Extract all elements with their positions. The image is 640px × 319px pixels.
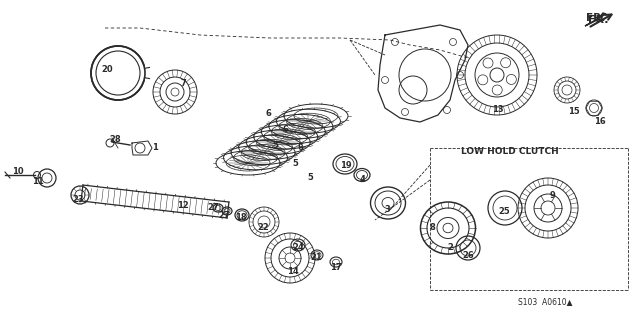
Text: 20: 20 — [101, 65, 113, 75]
Text: S103  A0610▲: S103 A0610▲ — [518, 298, 572, 307]
Text: 11: 11 — [32, 177, 44, 187]
Text: 10: 10 — [12, 167, 24, 176]
Text: 6: 6 — [297, 144, 303, 152]
Text: 2: 2 — [447, 243, 453, 253]
Text: 18: 18 — [235, 213, 247, 222]
Text: 16: 16 — [594, 117, 606, 127]
Text: 21: 21 — [310, 254, 322, 263]
Text: 9: 9 — [550, 191, 556, 201]
Text: 6: 6 — [282, 125, 288, 135]
Text: 1: 1 — [152, 144, 158, 152]
Text: 24: 24 — [292, 243, 304, 253]
Text: 17: 17 — [330, 263, 342, 272]
Text: 19: 19 — [340, 160, 352, 169]
Text: FR.: FR. — [588, 15, 609, 25]
Polygon shape — [585, 13, 606, 26]
Text: 25: 25 — [498, 207, 510, 217]
Text: 28: 28 — [109, 136, 121, 145]
Text: 5: 5 — [272, 140, 278, 150]
Text: 13: 13 — [492, 106, 504, 115]
Text: 15: 15 — [568, 108, 580, 116]
Text: 26: 26 — [462, 251, 474, 261]
Text: 23: 23 — [72, 196, 84, 204]
Text: 5: 5 — [307, 174, 313, 182]
Text: 5: 5 — [292, 159, 298, 167]
Text: LOW HOLD CLUTCH: LOW HOLD CLUTCH — [461, 147, 559, 157]
Text: 4: 4 — [360, 175, 366, 184]
Text: 6: 6 — [265, 108, 271, 117]
Text: 12: 12 — [177, 201, 189, 210]
Text: 8: 8 — [429, 224, 435, 233]
Text: 27: 27 — [207, 204, 219, 212]
Text: 14: 14 — [287, 268, 299, 277]
Text: FR.: FR. — [586, 13, 605, 23]
Text: 7: 7 — [180, 78, 186, 87]
Text: 27: 27 — [218, 211, 230, 219]
Text: 3: 3 — [384, 205, 390, 214]
Text: 22: 22 — [257, 224, 269, 233]
